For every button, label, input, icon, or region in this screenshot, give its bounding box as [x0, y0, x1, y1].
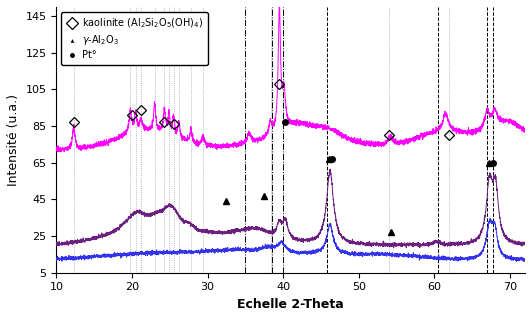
Legend: kaolinite (Al$_2$Si$_2$O$_5$(OH)$_4$), $\gamma$-Al$_2$O$_3$, Pt°: kaolinite (Al$_2$Si$_2$O$_5$(OH)$_4$), $… — [61, 12, 207, 65]
X-axis label: Echelle 2-Theta: Echelle 2-Theta — [237, 298, 344, 311]
Y-axis label: Intensité (u.a.): Intensité (u.a.) — [7, 94, 20, 186]
